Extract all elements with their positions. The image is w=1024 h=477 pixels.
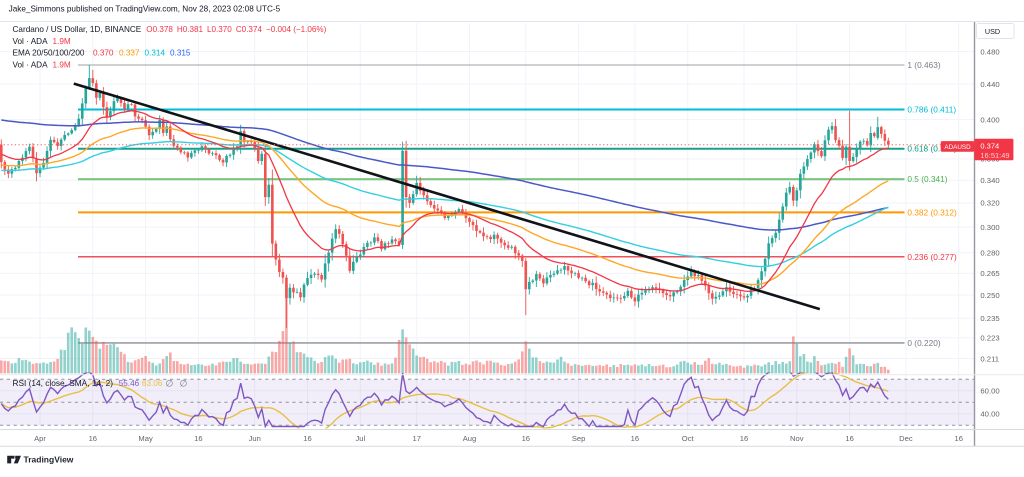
svg-text:May: May <box>138 434 153 443</box>
svg-text:O0.378 H0.381 L0.370 C0.374 −0: O0.378 H0.381 L0.370 C0.374 −0.004 (−1.0… <box>146 25 326 34</box>
svg-text:16: 16 <box>522 434 530 443</box>
svg-text:Jun: Jun <box>249 434 261 443</box>
svg-text:63.06: 63.06 <box>142 379 163 388</box>
svg-text:0.300: 0.300 <box>980 223 999 232</box>
svg-text:0.223: 0.223 <box>980 334 999 343</box>
svg-text:0.374: 0.374 <box>980 142 999 151</box>
svg-text:Aug: Aug <box>463 434 477 443</box>
svg-text:Jake_Simmons published on Trad: Jake_Simmons published on TradingView.co… <box>9 5 281 14</box>
svg-text:0.618 (0.370): 0.618 (0.370) <box>907 144 957 154</box>
svg-text:0.340: 0.340 <box>980 176 999 185</box>
svg-text:16: 16 <box>631 434 639 443</box>
svg-text:0.280: 0.280 <box>980 249 999 258</box>
svg-text:Jul: Jul <box>355 434 365 443</box>
svg-text:0.250: 0.250 <box>980 291 999 300</box>
svg-text:Dec: Dec <box>899 434 913 443</box>
svg-text:Vol · ADA: Vol · ADA <box>13 60 49 69</box>
svg-text:Nov: Nov <box>790 434 804 443</box>
svg-text:TradingView: TradingView <box>24 454 74 464</box>
svg-text:0.320: 0.320 <box>980 199 999 208</box>
svg-text:0 (0.220): 0 (0.220) <box>907 338 940 348</box>
svg-text:17: 17 <box>412 434 420 443</box>
svg-text:Oct: Oct <box>682 434 695 443</box>
svg-text:∅: ∅ <box>166 378 174 388</box>
svg-text:1.9M: 1.9M <box>53 60 71 69</box>
svg-text:0.786 (0.411): 0.786 (0.411) <box>907 105 956 115</box>
svg-text:∅: ∅ <box>180 378 188 388</box>
svg-text:0.211: 0.211 <box>980 354 999 363</box>
svg-text:Sep: Sep <box>572 434 586 443</box>
svg-text:EMA 20/50/100/200: EMA 20/50/100/200 <box>13 49 85 58</box>
svg-text:0.235: 0.235 <box>980 314 999 323</box>
svg-text:55.46: 55.46 <box>119 379 140 388</box>
svg-text:60.00: 60.00 <box>980 387 999 396</box>
svg-text:16: 16 <box>740 434 748 443</box>
svg-text:0.337: 0.337 <box>119 49 140 58</box>
svg-text:USD: USD <box>985 27 1000 36</box>
svg-text:0.400: 0.400 <box>980 115 999 124</box>
svg-text:1 (0.463): 1 (0.463) <box>907 60 940 70</box>
svg-text:0.480: 0.480 <box>980 47 999 56</box>
svg-text:ADAUSD: ADAUSD <box>944 144 971 151</box>
svg-text:16: 16 <box>89 434 97 443</box>
svg-text:Vol · ADA: Vol · ADA <box>13 37 49 46</box>
svg-text:0.265: 0.265 <box>980 269 999 278</box>
svg-text:16:51:49: 16:51:49 <box>980 151 1009 160</box>
svg-text:0.314: 0.314 <box>145 49 166 58</box>
svg-text:1.9M: 1.9M <box>53 37 71 46</box>
svg-text:0.370: 0.370 <box>93 49 114 58</box>
svg-text:16: 16 <box>303 434 311 443</box>
svg-text:0.315: 0.315 <box>170 49 191 58</box>
svg-text:40.00: 40.00 <box>980 410 999 419</box>
svg-text:0.236 (0.277): 0.236 (0.277) <box>907 252 957 262</box>
svg-text:0.5 (0.341): 0.5 (0.341) <box>907 174 947 184</box>
svg-text:16: 16 <box>845 434 853 443</box>
svg-text:RSI (14, close, SMA, 14, 2): RSI (14, close, SMA, 14, 2) <box>13 378 114 388</box>
svg-text:Cardano / US Dollar, 1D, BINAN: Cardano / US Dollar, 1D, BINANCE <box>13 25 142 34</box>
svg-text:16: 16 <box>954 434 962 443</box>
svg-text:0.440: 0.440 <box>980 80 999 89</box>
svg-text:Apr: Apr <box>34 434 46 443</box>
svg-text:16: 16 <box>194 434 202 443</box>
svg-text:0.382 (0.312): 0.382 (0.312) <box>907 207 957 217</box>
